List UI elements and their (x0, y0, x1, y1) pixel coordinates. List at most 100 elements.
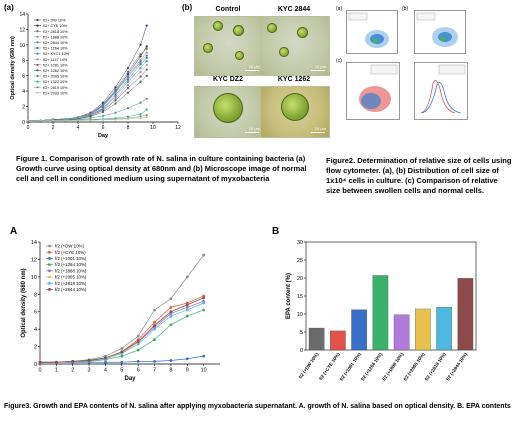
x-tick-label: 8 (169, 368, 172, 374)
legend-entry: f/2 (+DW 10%) (55, 244, 84, 249)
data-point (145, 45, 148, 48)
y-tick-label: 15 (297, 294, 303, 300)
data-point (101, 103, 105, 106)
data-point (145, 56, 148, 60)
data-point (153, 359, 156, 363)
x-tick-label: 6 (137, 368, 140, 374)
y-tick-label: 5 (300, 330, 303, 336)
data-point (139, 113, 142, 116)
x-axis-label: Day (98, 133, 109, 139)
y-tick-label: 30 (297, 240, 303, 246)
bar (372, 275, 389, 351)
micro-title-kyc2844: KYC 2844 (277, 6, 311, 13)
legend-entry: f/2+ 1281 10% (43, 63, 68, 67)
data-point (153, 324, 156, 328)
legend-entry: f/2+ 2844 10% (43, 41, 68, 45)
y-tick-label: 0 (300, 348, 303, 354)
data-point (126, 78, 130, 81)
micro-image-kycdz2: 10 μm (194, 86, 264, 138)
legend-entry: f/2 (+1888 10%) (55, 268, 87, 273)
data-point (89, 117, 92, 120)
data-point (114, 99, 117, 102)
legend-marker (36, 86, 39, 89)
scale-label: 10 μm (248, 126, 260, 131)
legend-marker (48, 263, 51, 266)
data-point (145, 116, 148, 119)
data-point (145, 63, 148, 67)
micro-image-kyc1262: 10 μm (260, 86, 330, 138)
data-point (136, 359, 140, 363)
legend-marker (36, 91, 39, 94)
data-point (139, 59, 142, 62)
legend-marker (36, 30, 39, 33)
legend-marker (36, 52, 39, 55)
legend-entry: f/2+ 1888 10% (43, 35, 68, 39)
data-point (202, 301, 206, 305)
legend-marker (48, 275, 51, 279)
x-tick-label: 3 (88, 368, 91, 374)
data-point (114, 97, 117, 100)
data-point (139, 43, 142, 46)
fig2-scatter-b (414, 10, 466, 54)
legend-marker (36, 35, 39, 38)
scale-label: 10 μm (314, 64, 326, 69)
data-point (71, 359, 75, 363)
cell (267, 23, 277, 33)
legend-entry: f/2 (+1264 10%) (55, 262, 87, 267)
data-point (202, 253, 206, 257)
micro-title-kyc1262: KYC 1262 (277, 76, 311, 83)
y-tick-label: 10 (31, 275, 37, 281)
data-point (139, 55, 142, 58)
x-tick-label: f/2 (+2818 10%) (424, 351, 447, 381)
legend-entry: f/2+ 1264 10% (43, 47, 68, 51)
legend-entry: f/2+ 2818 10% (43, 30, 68, 34)
y-axis-label: EPA content (%) (286, 273, 292, 319)
data-point (126, 107, 130, 110)
legend-entry: f/2+ 2033 10% (43, 91, 68, 95)
data-point (104, 360, 107, 364)
fig2-caption: Figure2. Determination of relative size … (326, 156, 512, 195)
y-tick-label: 2 (22, 105, 25, 111)
fig1-growth-chart: 0 2 4 6 8 10 12 14 0 2 4 6 8 10 12 Day Optical density (… (10, 12, 181, 139)
legend-entry: f/2+ 2819 10% (43, 86, 68, 90)
data-point (202, 308, 206, 312)
data-point (145, 24, 148, 27)
data-point (76, 119, 80, 122)
bar (308, 327, 325, 351)
x-tick-label: 0 (27, 125, 30, 131)
data-point (136, 334, 140, 338)
data-point (139, 117, 142, 120)
legend-marker (48, 250, 51, 254)
data-point (126, 115, 130, 118)
legend-marker (48, 281, 51, 285)
data-point (126, 91, 130, 94)
micro-image-control: 10 μm (194, 16, 264, 76)
data-point (101, 114, 105, 117)
data-point (39, 119, 42, 122)
legend-entry: f/2+ 1127 10% (43, 58, 68, 62)
data-point (145, 54, 148, 57)
y-tick-label: 10 (297, 312, 303, 318)
legend-entry: f/2 (+2065 10%) (55, 275, 87, 280)
y-tick-label: 0 (34, 362, 37, 368)
y-axis-label: Optical density (680 nm) (21, 268, 27, 337)
x-tick-label: f/2 (+2065 10%) (403, 351, 426, 381)
bar (393, 314, 410, 351)
y-tick-label: 8 (22, 58, 25, 64)
data-point (139, 115, 142, 118)
fig2-label-c: (c) (336, 58, 342, 64)
legend-marker (36, 74, 39, 78)
data-point (145, 68, 148, 71)
fig3-panel-b-label: B (272, 226, 280, 237)
bar (330, 330, 346, 351)
data-point (101, 109, 105, 112)
fig2-label-b: (b) (402, 6, 409, 12)
scale-label: 10 μm (248, 64, 260, 69)
x-tick-label: f/2 (+DW 10%) (298, 351, 320, 379)
scale-label: 10 μm (314, 126, 326, 131)
data-point (101, 104, 105, 107)
legend-entry: f/2+ 1262 10% (43, 69, 68, 73)
cell (279, 47, 289, 57)
data-point (169, 314, 173, 318)
y-axis-label: Optical density (680 nm) (10, 36, 16, 100)
